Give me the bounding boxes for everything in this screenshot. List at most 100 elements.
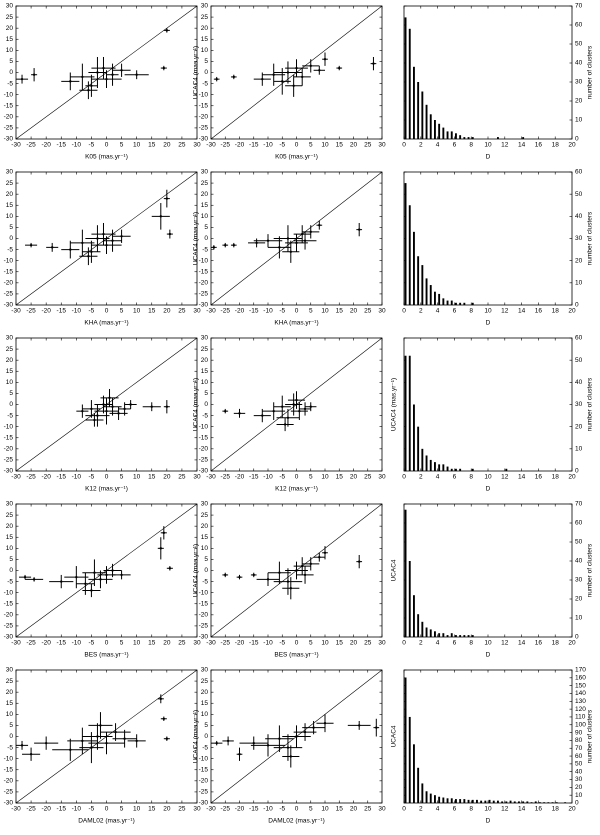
y-tick-label: 20 bbox=[201, 25, 209, 32]
y-tick-label: -30 bbox=[4, 634, 14, 641]
y-tick-label: 25 bbox=[201, 512, 209, 519]
histogram-bar bbox=[492, 800, 495, 803]
point bbox=[281, 80, 284, 83]
histogram-bar bbox=[438, 123, 441, 139]
y-tick-label: 50 bbox=[575, 41, 583, 48]
x-tick-label: -5 bbox=[89, 308, 95, 315]
y-tick-label: 60 bbox=[575, 22, 583, 29]
y-tick-label: 25 bbox=[6, 180, 14, 187]
y-tick-label: -5 bbox=[202, 412, 208, 419]
histogram-bar bbox=[404, 183, 407, 305]
y-tick-label: 120 bbox=[575, 706, 586, 713]
point bbox=[272, 409, 275, 413]
histogram-bar bbox=[408, 716, 411, 803]
y-axis-label: number of clusters bbox=[587, 377, 594, 431]
point bbox=[309, 405, 312, 408]
point bbox=[81, 75, 84, 79]
plot-frame bbox=[403, 171, 573, 306]
point bbox=[375, 726, 378, 729]
histogram-bar bbox=[450, 131, 453, 139]
point bbox=[32, 578, 36, 581]
point bbox=[87, 89, 90, 92]
x-tick-label: 20 bbox=[163, 142, 171, 149]
histogram-bar bbox=[513, 801, 516, 803]
point bbox=[266, 578, 270, 581]
point bbox=[252, 573, 255, 577]
x-tick-label: 10 bbox=[484, 142, 492, 149]
y-tick-label: 10 bbox=[6, 213, 14, 220]
x-tick-label: 8 bbox=[469, 142, 473, 149]
point bbox=[81, 409, 84, 413]
x-tick-label: -30 bbox=[11, 308, 21, 315]
point bbox=[303, 407, 307, 411]
x-tick-label: 4 bbox=[436, 142, 440, 149]
x-tick-label: 14 bbox=[518, 640, 526, 647]
x-tick-label: 16 bbox=[535, 640, 543, 647]
y-tick-label: -5 bbox=[7, 246, 13, 253]
y-axis-label: UCAC4 (mas.yr⁻¹) bbox=[193, 378, 200, 431]
x-tick-label: 12 bbox=[501, 142, 509, 149]
histogram-bar bbox=[484, 800, 487, 803]
x-tick-label: -20 bbox=[41, 474, 51, 481]
x-tick-label: 4 bbox=[436, 474, 440, 481]
x-tick-label: 4 bbox=[436, 640, 440, 647]
x-tick-label: 10 bbox=[484, 806, 492, 813]
y-axis-label: UCAC4 (mas.yr⁻¹) bbox=[193, 46, 200, 99]
point bbox=[168, 567, 172, 570]
x-tick-label: 20 bbox=[163, 806, 171, 813]
histogram-bar bbox=[417, 614, 420, 637]
point bbox=[289, 250, 292, 253]
x-tick-label: -15 bbox=[249, 806, 259, 813]
x-tick-label: -30 bbox=[11, 806, 21, 813]
histogram-bar bbox=[408, 355, 411, 471]
histogram-bar bbox=[522, 801, 525, 803]
point bbox=[102, 66, 105, 70]
point bbox=[129, 403, 132, 406]
histogram-bar bbox=[425, 791, 428, 803]
y-tick-label: -15 bbox=[199, 268, 209, 275]
y-tick-label: 0 bbox=[9, 567, 13, 574]
histogram-bar bbox=[539, 802, 541, 803]
histogram-bar bbox=[455, 302, 457, 305]
y-tick-label: 25 bbox=[201, 180, 209, 187]
point bbox=[338, 66, 341, 70]
y-tick-label: -30 bbox=[4, 302, 14, 309]
point bbox=[150, 405, 153, 408]
point bbox=[295, 66, 298, 70]
point bbox=[105, 573, 108, 577]
y-tick-label: 25 bbox=[201, 14, 209, 21]
x-tick-label: -25 bbox=[26, 640, 36, 647]
point bbox=[318, 69, 321, 72]
y-tick-label: 20 bbox=[6, 25, 14, 32]
point bbox=[323, 58, 327, 61]
point bbox=[372, 62, 375, 65]
x-tick-label: -15 bbox=[57, 308, 67, 315]
histogram-bar bbox=[413, 404, 415, 471]
histogram-bar bbox=[455, 799, 457, 803]
histogram-bar bbox=[471, 799, 474, 803]
y-tick-label: -10 bbox=[4, 91, 14, 98]
y-tick-label: 30 bbox=[201, 169, 209, 176]
y-tick-label: 5 bbox=[204, 722, 208, 729]
x-tick-label: 0 bbox=[295, 308, 299, 315]
y-tick-label: -10 bbox=[199, 589, 209, 596]
x-tick-label: 25 bbox=[178, 142, 186, 149]
y-tick-label: -15 bbox=[4, 600, 14, 607]
y-tick-label: -15 bbox=[199, 766, 209, 773]
x-tick-label: -10 bbox=[263, 142, 273, 149]
point bbox=[120, 573, 123, 577]
y-tick-label: -30 bbox=[4, 800, 14, 807]
x-tick-label: 5 bbox=[120, 640, 124, 647]
histogram-bar bbox=[450, 798, 453, 803]
y-tick-label: -5 bbox=[202, 246, 208, 253]
y-tick-label: -25 bbox=[4, 789, 14, 796]
y-tick-label: 25 bbox=[6, 14, 14, 21]
histogram-bar bbox=[429, 114, 432, 139]
point bbox=[261, 414, 264, 417]
y-tick-label: 20 bbox=[575, 784, 583, 791]
x-tick-label: 0 bbox=[105, 308, 109, 315]
point bbox=[29, 243, 33, 247]
x-tick-label: 20 bbox=[568, 474, 576, 481]
y-tick-label: 0 bbox=[575, 468, 579, 475]
point bbox=[286, 71, 290, 74]
